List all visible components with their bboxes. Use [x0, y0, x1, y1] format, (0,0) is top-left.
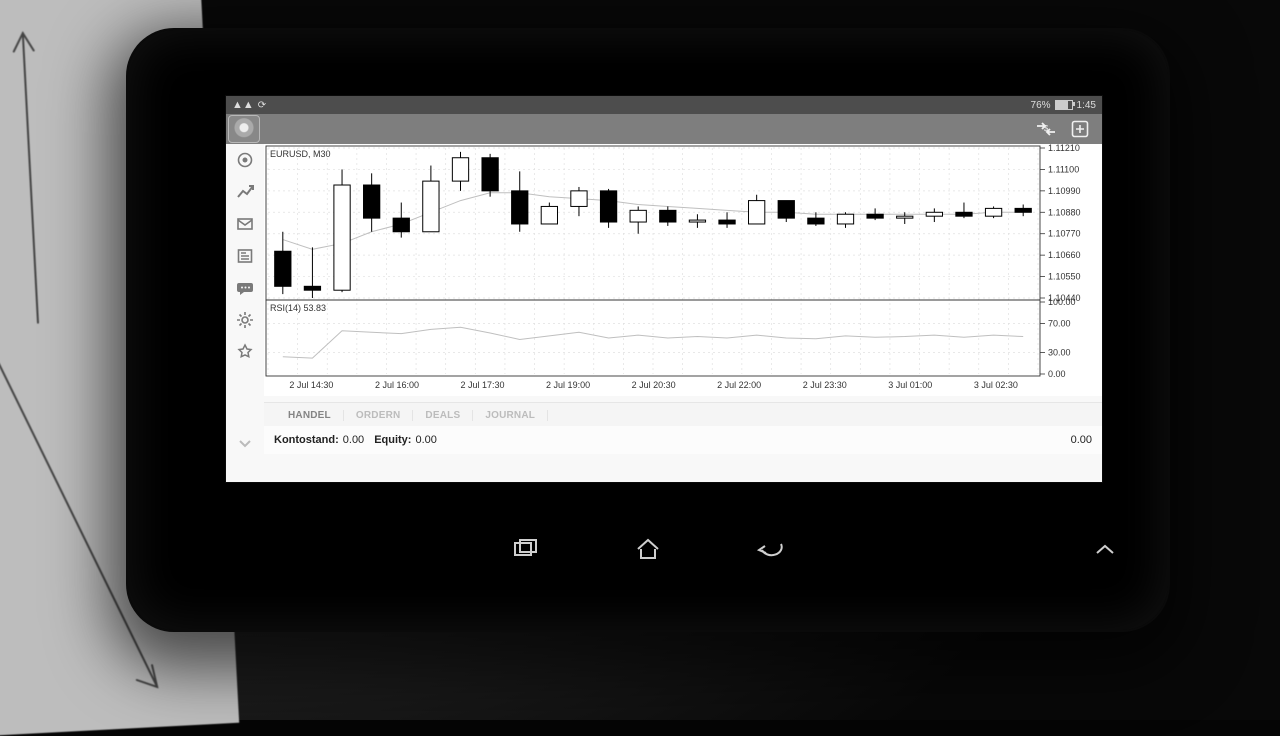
- app-logo-icon[interactable]: [228, 115, 260, 143]
- svg-text:2 Jul 20:30: 2 Jul 20:30: [632, 380, 676, 390]
- svg-text:3 Jul 01:00: 3 Jul 01:00: [888, 380, 932, 390]
- svg-text:1.11100: 1.11100: [1048, 164, 1079, 174]
- experts-icon[interactable]: [235, 342, 255, 362]
- desk-surface: ▲ ▲ ⟳ 76% 1:45 $: [0, 0, 1280, 720]
- expand-button[interactable]: [1088, 536, 1122, 562]
- svg-text:2 Jul 16:00: 2 Jul 16:00: [375, 380, 419, 390]
- equity-label: Equity:: [374, 434, 411, 446]
- svg-text:2 Jul 23:30: 2 Jul 23:30: [803, 380, 847, 390]
- svg-text:1.10990: 1.10990: [1048, 186, 1081, 196]
- battery-pct: 76%: [1031, 100, 1051, 111]
- svg-text:2 Jul 17:30: 2 Jul 17:30: [461, 380, 505, 390]
- mail-icon[interactable]: [235, 214, 255, 234]
- balance-value: 0.00: [343, 434, 364, 446]
- chat-icon[interactable]: [235, 278, 255, 298]
- sync-icon: ⟳: [258, 100, 266, 111]
- new-chart-icon[interactable]: [1068, 117, 1092, 141]
- svg-text:RSI(14) 53.83: RSI(14) 53.83: [270, 303, 326, 313]
- svg-text:0.00: 0.00: [1048, 369, 1066, 379]
- recent-apps-button[interactable]: [509, 536, 543, 562]
- balance-label: Kontostand:: [274, 434, 339, 446]
- chart-icon[interactable]: [235, 182, 255, 202]
- svg-text:30.00: 30.00: [1048, 347, 1071, 357]
- main-panel: 1.11210 1.11100 1.10990 1.10880 1.10770 1.106…: [264, 144, 1102, 482]
- tablet-device: ▲ ▲ ⟳ 76% 1:45 $: [128, 30, 1168, 630]
- svg-text:1.10880: 1.10880: [1048, 207, 1081, 217]
- quotes-icon[interactable]: [235, 150, 255, 170]
- svg-text:2 Jul 22:00: 2 Jul 22:00: [717, 380, 761, 390]
- app-body: 1.11210 1.11100 1.10990 1.10880 1.10770 1.106…: [226, 144, 1102, 482]
- back-button[interactable]: [753, 536, 787, 562]
- home-button[interactable]: [631, 536, 665, 562]
- tab-deals[interactable]: DEALS: [413, 410, 473, 421]
- tab-ordern[interactable]: ORDERN: [344, 410, 414, 421]
- settings-icon[interactable]: [235, 310, 255, 330]
- battery-icon: [1055, 100, 1073, 110]
- bottom-tabs: HANDEL ORDERN DEALS JOURNAL: [264, 402, 1102, 428]
- tab-handel[interactable]: HANDEL: [276, 410, 344, 421]
- app-screen: ▲ ▲ ⟳ 76% 1:45 $: [226, 96, 1102, 482]
- svg-text:70.00: 70.00: [1048, 319, 1071, 329]
- status-bar: ▲ ▲ ⟳ 76% 1:45: [226, 96, 1102, 114]
- clock: 1:45: [1077, 100, 1096, 111]
- app-toolbar: $: [226, 114, 1102, 144]
- equity-value: 0.00: [415, 434, 436, 446]
- news-icon[interactable]: [235, 246, 255, 266]
- svg-text:1.11210: 1.11210: [1048, 144, 1080, 153]
- tab-journal[interactable]: JOURNAL: [473, 410, 548, 421]
- warning-icon: ▲: [232, 99, 243, 111]
- margin-value: 0.00: [1071, 434, 1092, 446]
- svg-text:1.10770: 1.10770: [1048, 229, 1081, 239]
- svg-text:2 Jul 14:30: 2 Jul 14:30: [289, 380, 333, 390]
- trade-icon[interactable]: $: [1034, 117, 1058, 141]
- svg-text:$: $: [1044, 124, 1049, 133]
- chevron-down-icon[interactable]: [235, 434, 255, 454]
- account-summary: Kontostand: 0.00 Equity: 0.00 0.00: [264, 426, 1102, 454]
- svg-text:1.10550: 1.10550: [1048, 272, 1081, 282]
- svg-text:3 Jul 02:30: 3 Jul 02:30: [974, 380, 1018, 390]
- warning-icon: ▲: [243, 99, 254, 111]
- svg-text:1.10660: 1.10660: [1048, 250, 1081, 260]
- svg-text:EURUSD, M30: EURUSD, M30: [270, 149, 331, 159]
- svg-text:2 Jul 19:00: 2 Jul 19:00: [546, 380, 590, 390]
- sidebar: [226, 144, 264, 482]
- android-navbar: [128, 524, 1168, 574]
- chart-area[interactable]: 1.11210 1.11100 1.10990 1.10880 1.10770 1.106…: [264, 144, 1102, 396]
- svg-text:100.00: 100.00: [1048, 297, 1076, 307]
